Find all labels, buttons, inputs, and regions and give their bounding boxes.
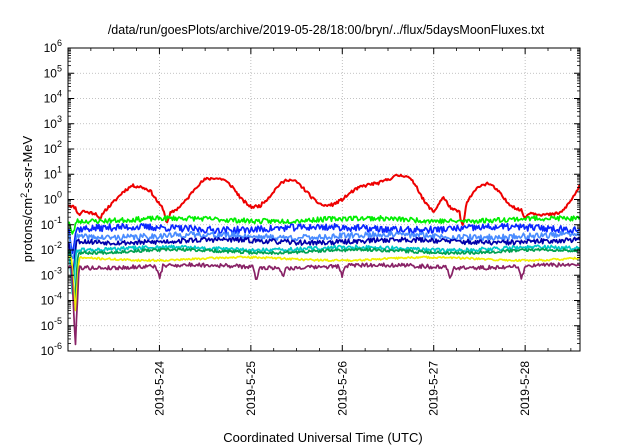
y-tick-label: 10-4	[41, 291, 62, 308]
series-line	[68, 255, 580, 312]
y-tick-label: 10-3	[41, 265, 62, 282]
y-tick-label: 10-1	[41, 215, 62, 232]
series-line	[68, 230, 580, 260]
y-tick-label: 102	[44, 139, 62, 156]
y-axis: 10-6 10-5 10-4 10-3 10-2 10-1 100 101 102 103 104 1…	[41, 38, 580, 358]
y-tick-label: 100	[44, 190, 62, 207]
y-axis-label-sup: 2	[19, 193, 29, 198]
y-tick-label: 10-2	[41, 240, 62, 257]
y-tick-label: 103	[44, 114, 62, 131]
x-tick-label: 2019-5-24	[152, 361, 166, 416]
x-axis-label: Coordinated Universal Time (UTC)	[223, 430, 422, 445]
y-tick-label: 10-6	[41, 341, 62, 358]
series-line	[68, 236, 580, 276]
chart-series	[68, 173, 580, 346]
series-line	[68, 214, 580, 235]
y-tick-label: 101	[44, 164, 62, 181]
chart-grid	[68, 47, 580, 352]
series-line	[68, 222, 580, 255]
y-axis-label-pre: protons/cm	[20, 198, 35, 262]
x-tick-label: 2019-5-27	[427, 361, 441, 416]
chart-title: /data/run/goesPlots/archive/2019-05-28/1…	[108, 23, 545, 37]
y-tick-label: 105	[44, 63, 62, 80]
x-tick-label: 2019-5-25	[244, 361, 258, 416]
y-axis-label-post: -s-sr-MeV	[20, 135, 35, 192]
y-tick-label: 104	[44, 89, 62, 106]
series-line	[68, 244, 580, 295]
x-tick-label: 2019-5-26	[335, 361, 349, 416]
y-tick-label: 106	[44, 38, 62, 55]
y-tick-label: 10-5	[41, 316, 62, 333]
x-tick-label: 2019-5-28	[518, 361, 532, 416]
series-line	[68, 173, 580, 226]
y-axis-label: protons/cm2-s-sr-MeV	[19, 135, 35, 262]
series-line	[68, 262, 580, 346]
series-line	[68, 247, 580, 305]
x-axis: 2019-5-24 2019-5-25 2019-5-26 2019-5-27 2019…	[90, 48, 572, 416]
